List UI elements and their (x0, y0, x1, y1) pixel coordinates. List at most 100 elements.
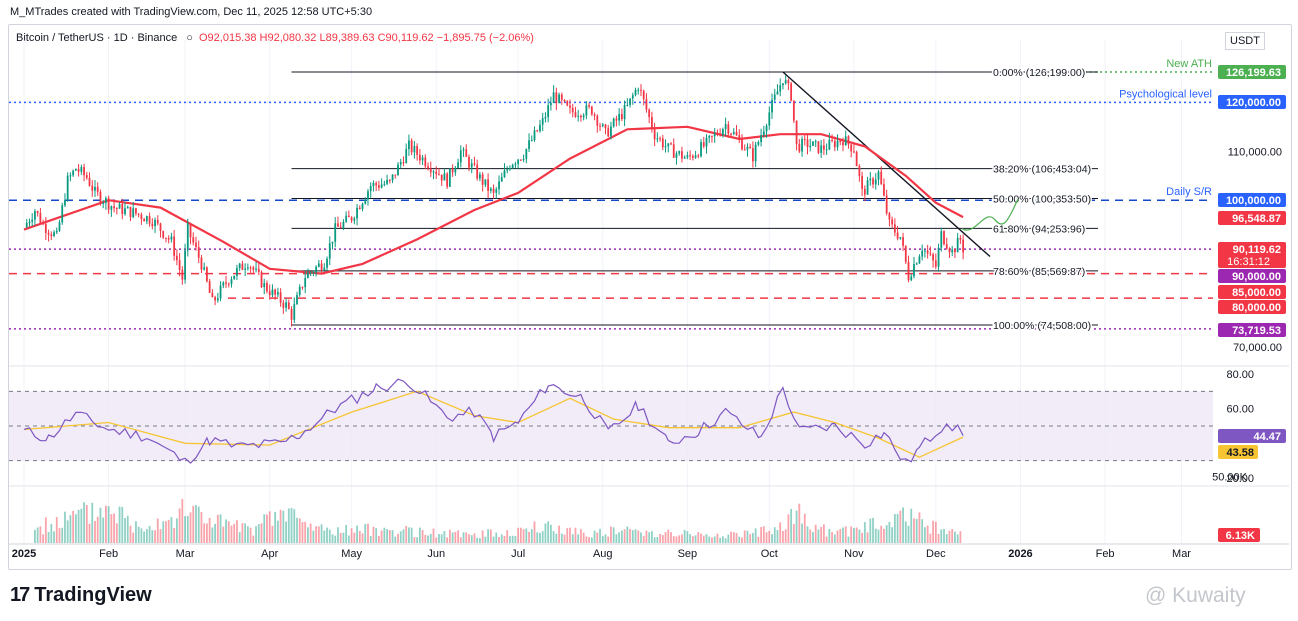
ohlc-values: O92,015.38 H92,080.32 L89,389.63 C90,119… (198, 32, 534, 44)
volume-bar (555, 533, 558, 543)
volume-bar (154, 530, 156, 543)
candle-body (858, 166, 861, 176)
currency-button[interactable]: USDT (1225, 32, 1265, 50)
candle-body (451, 168, 454, 173)
volume-bar (427, 535, 429, 543)
volume-bar (519, 527, 522, 543)
candle-body (721, 129, 724, 136)
candle-body (334, 223, 337, 242)
volume-bar (476, 537, 479, 543)
volume-bar (574, 527, 577, 543)
volume-bar (347, 535, 350, 543)
candle-body (113, 206, 115, 209)
fib-level-label: 0.00% (126,199.00) (993, 67, 1085, 79)
volume-bar (113, 513, 115, 543)
volume-bar (96, 516, 99, 543)
volume-bar (83, 502, 85, 543)
candle-body (476, 164, 479, 179)
volume-bar (571, 534, 574, 543)
volume-bar (50, 524, 53, 543)
tv-logo-icon: 17 (10, 584, 30, 606)
candle-body (391, 174, 394, 181)
volume-bar (604, 534, 607, 543)
candle-body (181, 269, 184, 280)
volume-bar (121, 506, 124, 543)
candle-body (369, 186, 372, 192)
volume-bar (790, 508, 793, 543)
volume-bar (115, 523, 118, 543)
volume-bar (298, 518, 301, 543)
volume-bar (266, 514, 268, 543)
candle-body (582, 115, 585, 118)
volume-bar (178, 508, 181, 543)
symbol-name[interactable]: Bitcoin / TetherUS · 1D · Binance (16, 32, 178, 44)
candle-body (156, 219, 159, 224)
price-badge-bg (1218, 300, 1286, 314)
candle-body (918, 256, 921, 264)
rsi-ma-badge: 43.58 (1226, 447, 1254, 459)
volume-bar (741, 537, 743, 543)
volume-bar (768, 530, 771, 543)
volume-bar (424, 534, 427, 543)
volume-bar (735, 533, 738, 543)
volume-bar (530, 529, 533, 543)
volume-bar (910, 508, 913, 543)
candle-body (446, 173, 449, 187)
volume-bar (776, 530, 779, 543)
rsi-ma-line (23, 390, 964, 458)
candle-body (757, 142, 760, 145)
volume-bar (918, 512, 921, 543)
volume-bar (397, 533, 399, 543)
volume-bar (353, 532, 356, 543)
volume-bar (779, 522, 782, 543)
volume-bar (285, 521, 287, 543)
volume-bar (151, 530, 154, 543)
candle-body (399, 162, 402, 165)
price-badge-countdown: 16:31:12 (1227, 256, 1270, 268)
volume-bar (672, 536, 675, 543)
volume-bar (959, 531, 962, 543)
x-tick-label: Mar (176, 548, 195, 560)
candle-body (72, 170, 75, 176)
volume-bar (525, 528, 528, 543)
volume-bar (186, 516, 189, 543)
volume-bar (77, 509, 80, 543)
candle-body (151, 223, 154, 227)
volume-bar (457, 530, 459, 543)
volume-bar (792, 524, 795, 543)
candle-body (615, 118, 618, 121)
volume-bar (320, 524, 323, 543)
candle-body (610, 126, 612, 137)
candle-body (356, 207, 358, 219)
candle-body (822, 145, 825, 150)
x-tick-label: 2026 (1008, 548, 1032, 560)
volume-bar (55, 517, 58, 543)
candle-body (315, 266, 318, 273)
volume-bar (626, 526, 629, 543)
rsi-tick-label: 80.00 (1226, 369, 1254, 381)
volume-bar (162, 521, 165, 543)
volume-bar (891, 527, 894, 543)
candle-body (782, 83, 784, 86)
candle-body (888, 213, 891, 220)
volume-bar (200, 512, 203, 543)
candle-body (55, 230, 58, 233)
candle-body (178, 260, 181, 270)
volume-bar (863, 522, 866, 543)
price-badge-bg (1218, 269, 1286, 283)
volume-bar (858, 529, 861, 543)
volume-bar (629, 528, 631, 543)
volume-bar (861, 532, 864, 543)
volume-bar (681, 534, 683, 543)
volume-bar (727, 534, 730, 543)
volume-bar (326, 527, 328, 543)
volume-bar (34, 529, 36, 543)
volume-bar (631, 530, 634, 543)
price-badge: 90,000.00 (1232, 271, 1281, 283)
volume-bar (869, 518, 872, 543)
candle-body (803, 139, 806, 141)
x-tick-label: Jun (427, 548, 445, 560)
volume-bar (80, 508, 83, 543)
volume-bar (675, 536, 678, 543)
